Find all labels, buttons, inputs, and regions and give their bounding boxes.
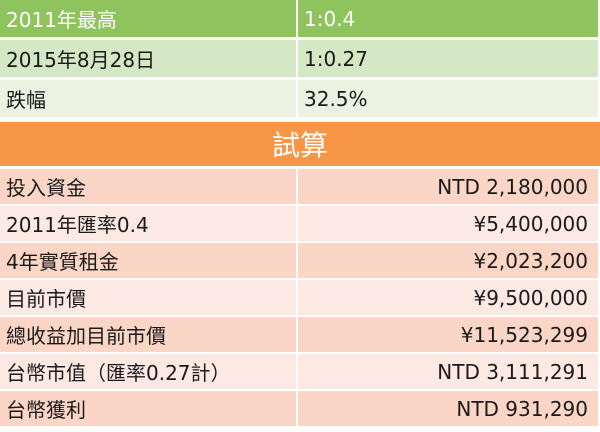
calculation-title: 試算 xyxy=(0,122,600,169)
table-row: 台幣獲利 NTD 931,290 xyxy=(0,391,600,428)
calculation-table: 試算 投入資金 NTD 2,180,000 2011年匯率0.4 ¥5,400,… xyxy=(0,122,600,428)
row-label: 目前市價 xyxy=(0,280,298,315)
row-label: 2011年匯率0.4 xyxy=(0,206,298,241)
row-value: ¥2,023,200 xyxy=(298,243,598,278)
row-label: 跌幅 xyxy=(0,80,298,117)
table-row: 2011年最高 1:0.4 xyxy=(0,0,600,40)
row-value: NTD 3,111,291 xyxy=(298,354,598,389)
row-label: 台幣市值（匯率0.27計） xyxy=(0,354,298,389)
row-value: 1:0.27 xyxy=(298,40,598,77)
row-label: 總收益加目前市價 xyxy=(0,317,298,352)
row-value: 32.5% xyxy=(298,80,598,117)
row-value: ¥11,523,299 xyxy=(298,317,598,352)
row-value: ¥5,400,000 xyxy=(298,206,598,241)
row-label: 2015年8月28日 xyxy=(0,40,298,77)
row-label: 台幣獲利 xyxy=(0,391,298,426)
row-value: NTD 2,180,000 xyxy=(298,169,598,204)
exchange-rate-summary-table: 2011年最高 1:0.4 2015年8月28日 1:0.27 跌幅 32.5% xyxy=(0,0,600,120)
row-value: ¥9,500,000 xyxy=(298,280,598,315)
table-row: 4年實質租金 ¥2,023,200 xyxy=(0,243,600,280)
row-label: 2011年最高 xyxy=(0,0,298,37)
row-value: 1:0.4 xyxy=(298,0,598,37)
table-row: 2015年8月28日 1:0.27 xyxy=(0,40,600,80)
table-row: 2011年匯率0.4 ¥5,400,000 xyxy=(0,206,600,243)
table-row: 台幣市值（匯率0.27計） NTD 3,111,291 xyxy=(0,354,600,391)
table-row: 跌幅 32.5% xyxy=(0,80,600,120)
table-row: 目前市價 ¥9,500,000 xyxy=(0,280,600,317)
table-row: 總收益加目前市價 ¥11,523,299 xyxy=(0,317,600,354)
row-label: 4年實質租金 xyxy=(0,243,298,278)
row-label: 投入資金 xyxy=(0,169,298,204)
table-row: 投入資金 NTD 2,180,000 xyxy=(0,169,600,206)
row-value: NTD 931,290 xyxy=(298,391,598,426)
